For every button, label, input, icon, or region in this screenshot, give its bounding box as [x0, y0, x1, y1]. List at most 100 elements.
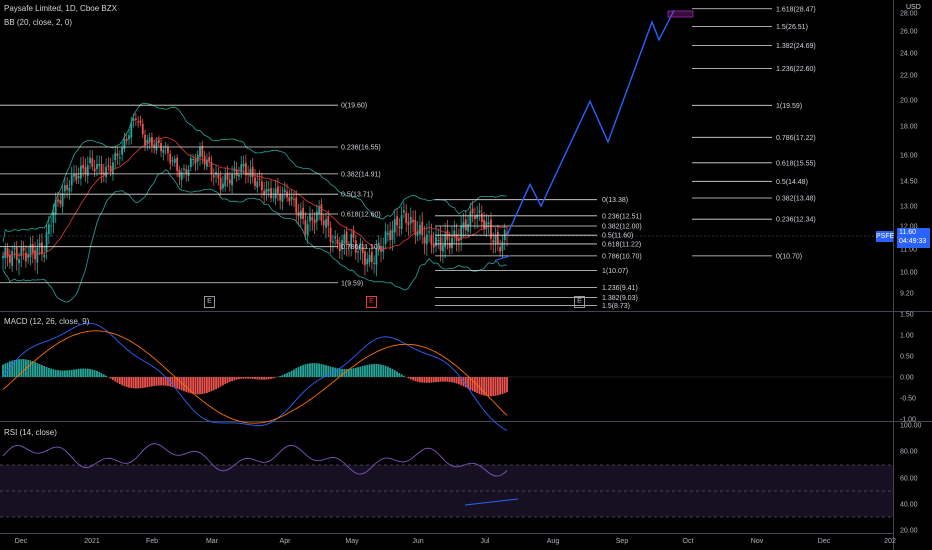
candle-body: [373, 262, 376, 264]
bb-lower-band: [2, 169, 508, 303]
macd-histogram-bar: [238, 377, 240, 380]
macd-histogram-bar: [448, 377, 451, 382]
macd-pane: [0, 322, 893, 431]
macd-histogram-bar: [201, 377, 204, 395]
macd-histogram-bar: [43, 366, 46, 377]
fib-left-label: 1(9.59): [341, 280, 363, 287]
candle-body: [2, 255, 4, 259]
candle-body: [306, 224, 309, 236]
macd-histogram-bar: [409, 377, 412, 380]
macd-histogram-bar: [279, 375, 282, 377]
candle-body: [361, 246, 364, 254]
macd-histogram-bar: [430, 377, 433, 383]
macd-histogram-bar: [398, 372, 401, 377]
macd-histogram-bar: [192, 377, 195, 394]
candle-body: [144, 134, 146, 146]
macd-histogram-bar: [29, 360, 32, 377]
candle-body: [375, 247, 378, 265]
candle-body: [322, 220, 325, 226]
macd-histogram-bar: [194, 377, 197, 395]
candle-body: [89, 157, 91, 164]
candle-body: [384, 231, 387, 244]
macd-histogram-bar: [98, 371, 101, 377]
macd-histogram-bar: [47, 367, 50, 377]
macd-histogram-bar: [382, 365, 385, 377]
candle-body: [70, 175, 73, 186]
candle-body: [63, 185, 66, 192]
macd-histogram-bar: [8, 361, 11, 377]
candle-body: [313, 219, 316, 224]
time-axis-tick: Dec: [818, 538, 831, 545]
candle-body: [437, 239, 440, 241]
price-axis-tick: 9.20: [900, 291, 914, 298]
macd-histogram-bar: [373, 364, 376, 377]
earnings-marker[interactable]: E: [204, 296, 215, 308]
candle-body: [334, 236, 337, 239]
macd-indicator-label[interactable]: MACD (12, 26, close, 9): [4, 317, 90, 326]
candle-body: [125, 138, 128, 141]
candle-body: [68, 187, 71, 192]
candle-body: [398, 226, 401, 228]
macd-histogram-bar: [366, 364, 369, 377]
candle-body: [288, 197, 291, 202]
macd-histogram-bar: [304, 364, 307, 377]
candle-body: [496, 231, 499, 244]
price-axis-tick: 12.00: [900, 224, 918, 231]
macd-histogram-bar: [215, 377, 217, 390]
candle-body: [260, 181, 263, 191]
candle-body: [205, 159, 208, 167]
candle-body: [414, 219, 417, 236]
candle-body: [22, 248, 25, 251]
candle-body: [409, 216, 412, 224]
candle-body: [357, 251, 359, 253]
candle-body: [386, 232, 389, 235]
macd-histogram-bar: [59, 370, 62, 377]
candle-body: [441, 245, 444, 252]
fib-mid-label: 0(13.38): [602, 197, 628, 204]
candle-body: [45, 232, 48, 252]
macd-histogram-bar: [288, 371, 291, 377]
candle-body: [15, 247, 18, 261]
macd-histogram-bar: [249, 377, 252, 379]
candle-body: [249, 168, 252, 177]
candle-body: [41, 242, 43, 255]
macd-histogram-bar: [137, 377, 140, 389]
candle-body: [270, 187, 272, 199]
candle-body: [258, 178, 261, 180]
candle-body: [279, 193, 282, 201]
candle-body: [501, 241, 504, 251]
macd-histogram-bar: [460, 377, 463, 386]
earnings-marker-upcoming[interactable]: E: [574, 296, 585, 308]
macd-histogram-bar: [364, 365, 366, 377]
candle-body: [176, 157, 179, 171]
candle-body: [180, 172, 183, 180]
earnings-marker-negative[interactable]: E: [366, 296, 377, 308]
candle-body: [244, 163, 247, 176]
bb-indicator-label[interactable]: BB (20, close, 2, 0): [4, 18, 73, 27]
macd-histogram-bar: [187, 377, 190, 393]
fib-mid-label: 0.236(12.51): [602, 213, 642, 220]
macd-histogram-bar: [222, 377, 224, 386]
macd-histogram-bar: [297, 367, 300, 377]
macd-histogram-bar: [196, 377, 199, 395]
macd-histogram-bar: [105, 375, 107, 377]
macd-histogram-bar: [68, 370, 71, 377]
candle-body: [215, 171, 217, 175]
chart-title[interactable]: Paysafe Limited, 1D, Cboe BZX: [4, 4, 117, 13]
candle-body: [116, 153, 119, 157]
rsi-indicator-label[interactable]: RSI (14, close): [4, 428, 57, 437]
macd-histogram-bar: [400, 374, 403, 377]
macd-histogram-bar: [421, 377, 424, 383]
macd-histogram-bar: [446, 377, 449, 382]
macd-histogram-bar: [123, 377, 126, 387]
candle-body: [240, 164, 243, 173]
macd-histogram-bar: [73, 369, 75, 377]
macd-histogram-bar: [492, 377, 495, 397]
candle-body: [480, 213, 483, 223]
macd-histogram-bar: [82, 368, 85, 377]
macd-histogram-bar: [228, 377, 231, 382]
candle-body: [354, 240, 357, 253]
candle-body: [256, 181, 259, 188]
candle-body: [451, 237, 453, 249]
